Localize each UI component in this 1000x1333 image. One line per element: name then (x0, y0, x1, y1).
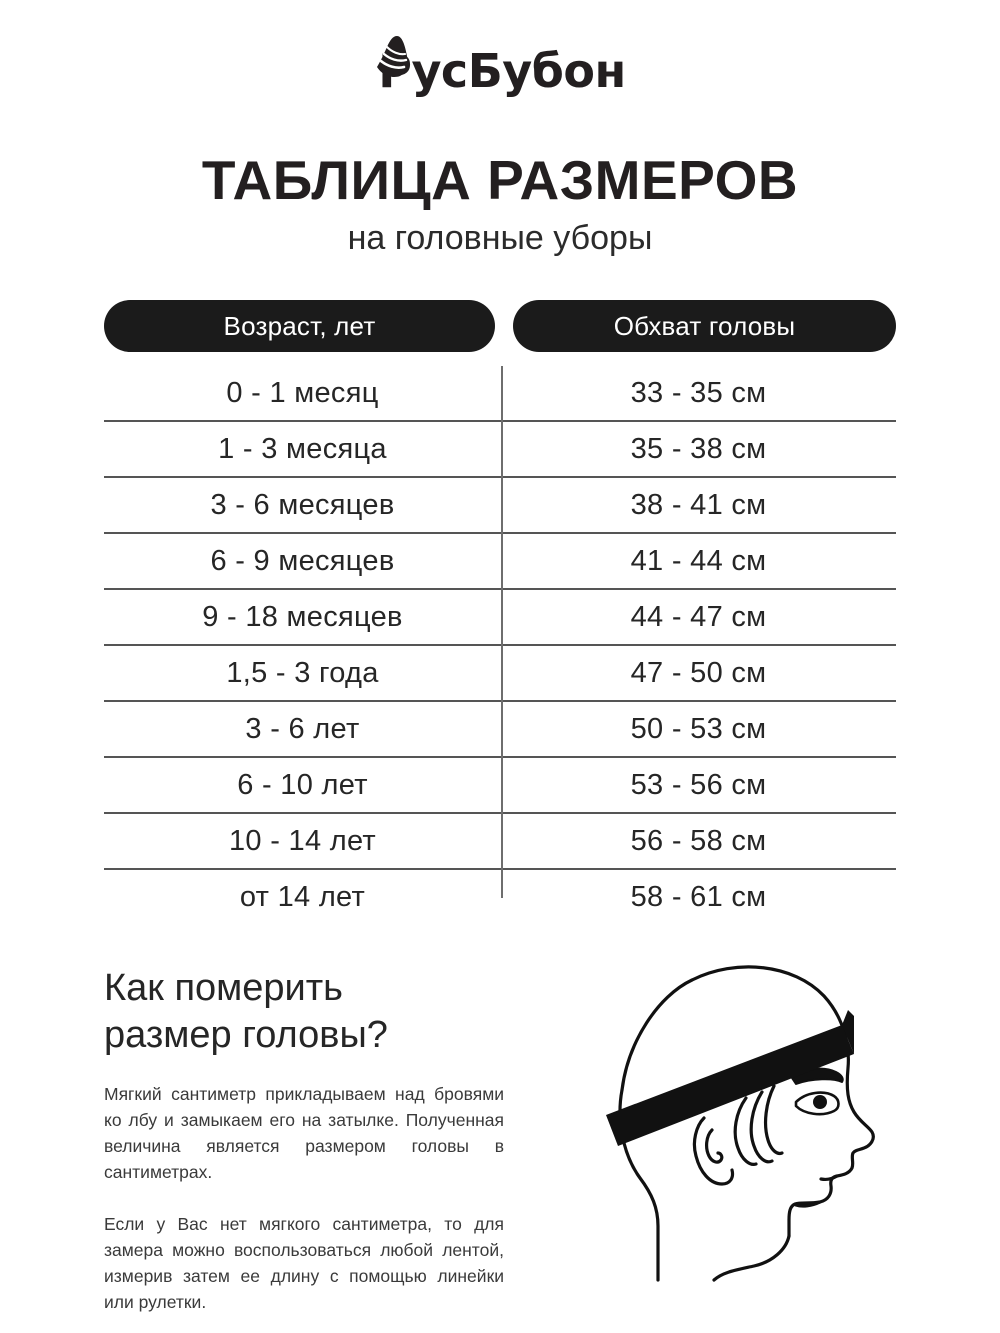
pompom-hat-icon (374, 34, 418, 82)
how-to-measure-title: Как померить размер головы? (104, 967, 388, 1056)
brand-logo: РусБубон (0, 36, 1000, 106)
cell-age: 1 - 3 месяца (218, 432, 387, 465)
brand-logo-inner: РусБубон (374, 36, 626, 106)
brand-name: РусБубон (378, 44, 626, 98)
page-title: ТАБЛИЦА РАЗМЕРОВ (201, 149, 799, 211)
cell-age: 1,5 - 3 года (226, 656, 379, 689)
how-to-measure-section: Как померить размер головы? Мягкий санти… (104, 965, 524, 1315)
cell-age: 3 - 6 месяцев (210, 488, 395, 521)
table-header-row: Возраст, лет Обхват головы (104, 300, 896, 352)
column-header-circumference: Обхват головы (513, 300, 896, 352)
cell-age: 6 - 10 лет (237, 768, 368, 801)
cell-circumference: 38 - 41 см (630, 488, 767, 521)
table-row: 6 - 9 месяцев 41 - 44 см (104, 534, 896, 590)
cell-circumference: 56 - 58 см (630, 824, 767, 857)
cell-circumference: 33 - 35 см (630, 376, 767, 409)
how-to-measure-paragraph-2: Если у Вас нет мягкого сантиметра, то дл… (104, 1214, 504, 1312)
cell-circumference: 41 - 44 см (630, 544, 767, 577)
cell-circumference: 50 - 53 см (630, 712, 767, 745)
table-row: от 14 лет 58 - 61 см (104, 870, 896, 924)
cell-circumference: 53 - 56 см (630, 768, 767, 801)
table-row: 1,5 - 3 года 47 - 50 см (104, 646, 896, 702)
table-row: 6 - 10 лет 53 - 56 см (104, 758, 896, 814)
table-row: 3 - 6 лет 50 - 53 см (104, 702, 896, 758)
cell-age: 0 - 1 месяц (226, 376, 379, 409)
table-row: 0 - 1 месяц 33 - 35 см (104, 366, 896, 422)
cell-circumference: 44 - 47 см (630, 600, 767, 633)
cell-circumference: 47 - 50 см (630, 656, 767, 689)
cell-age: 9 - 18 месяцев (202, 600, 403, 633)
cell-age: 6 - 9 месяцев (210, 544, 395, 577)
table-row: 3 - 6 месяцев 38 - 41 см (104, 478, 896, 534)
page-subtitle: на головные уборы (347, 219, 653, 257)
measuring-tape-band (606, 1010, 854, 1146)
cell-age: 3 - 6 лет (245, 712, 360, 745)
cell-circumference: 35 - 38 см (630, 432, 767, 465)
cell-age: от 14 лет (239, 880, 366, 913)
table-row: 10 - 14 лет 56 - 58 см (104, 814, 896, 870)
head-profile-with-measuring-tape (596, 950, 906, 1290)
column-header-age: Возраст, лет (104, 300, 495, 352)
size-table: Возраст, лет Обхват головы 0 - 1 месяц 33… (104, 300, 896, 924)
table-row: 1 - 3 месяца 35 - 38 см (104, 422, 896, 478)
column-divider (501, 366, 503, 898)
cell-circumference: 58 - 61 см (630, 880, 767, 913)
cell-age: 10 - 14 лет (228, 824, 376, 857)
table-body: 0 - 1 месяц 33 - 35 см 1 - 3 месяца 35 - 38… (104, 366, 896, 924)
how-to-measure-paragraph-1: Мягкий сантиметр прикладываем над бровям… (104, 1084, 504, 1182)
table-row: 9 - 18 месяцев 44 - 47 см (104, 590, 896, 646)
